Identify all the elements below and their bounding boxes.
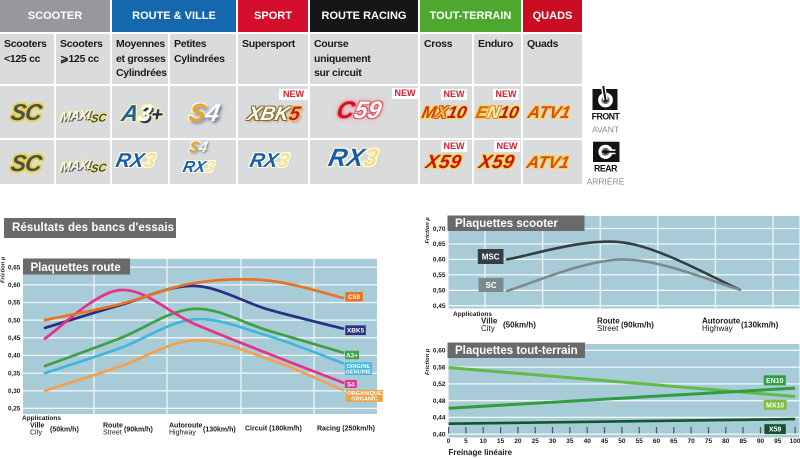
svg-text:Freinage linéaire: Freinage linéaire [449,448,513,457]
svg-text:0: 0 [447,438,451,445]
svg-text:Plaquettes scooter: Plaquettes scooter [455,218,558,230]
svg-text:0,48: 0,48 [433,398,446,405]
svg-text:SC: SC [485,281,496,290]
svg-text:35: 35 [566,438,574,445]
svg-text:Friction µ: Friction µ [425,348,431,375]
svg-text:ARRIÈRE: ARRIÈRE [587,177,625,187]
svg-text:30: 30 [549,438,557,445]
svg-text:A3+: A3+ [346,352,358,359]
svg-text:Street: Street [103,430,122,437]
svg-text:(50km/h): (50km/h) [503,321,536,330]
svg-text:0,50: 0,50 [8,317,21,324]
svg-text:0,50: 0,50 [433,288,446,295]
svg-text:EN10: EN10 [766,378,784,385]
svg-text:95: 95 [774,438,782,445]
svg-text:Autoroute: Autoroute [169,423,203,430]
svg-text:Applications: Applications [22,415,61,422]
svg-text:100: 100 [790,438,800,445]
svg-text:0,52: 0,52 [433,381,446,388]
svg-text:REAR: REAR [594,164,618,174]
svg-text:15: 15 [497,438,505,445]
svg-text:Plaquettes route: Plaquettes route [31,262,121,274]
svg-text:City: City [481,324,495,333]
svg-text:0,60: 0,60 [433,348,446,355]
svg-text:60: 60 [653,438,661,445]
svg-text:GENUINE: GENUINE [346,370,372,376]
svg-text:0,56: 0,56 [433,365,446,372]
svg-text:0,60: 0,60 [8,282,21,289]
svg-text:Street: Street [597,324,619,333]
svg-text:S4: S4 [347,381,355,388]
svg-text:70: 70 [687,438,695,445]
svg-text:0,45: 0,45 [8,335,21,342]
svg-text:Circuit (180km/h): Circuit (180km/h) [245,426,302,433]
svg-text:0,45: 0,45 [433,303,446,310]
svg-text:0,44: 0,44 [433,415,446,422]
svg-text:XBK5: XBK5 [347,328,365,335]
svg-text:Ville: Ville [481,317,498,326]
svg-text:0,70: 0,70 [433,226,446,233]
svg-text:65: 65 [670,438,678,445]
svg-text:40: 40 [584,438,592,445]
svg-text:Route: Route [103,423,123,430]
svg-text:ORGANIC: ORGANIC [351,397,377,403]
svg-text:0,65: 0,65 [433,241,446,248]
svg-text:City: City [30,430,43,437]
svg-text:0,60: 0,60 [433,257,446,264]
svg-text:25: 25 [532,438,540,445]
svg-text:90: 90 [757,438,765,445]
svg-text:AVANT: AVANT [592,125,619,135]
svg-text:Highway: Highway [169,430,196,437]
svg-text:0,65: 0,65 [8,264,21,271]
svg-text:(130km/h): (130km/h) [741,321,779,330]
svg-text:Friction µ: Friction µ [425,217,431,244]
svg-text:0,40: 0,40 [8,353,21,360]
svg-text:ORIGINE: ORIGINE [346,364,370,370]
svg-text:5: 5 [464,438,468,445]
svg-text:20: 20 [514,438,522,445]
svg-text:0,55: 0,55 [8,300,21,307]
svg-text:Highway: Highway [702,324,733,333]
svg-text:X59: X59 [769,427,782,434]
svg-text:0,40: 0,40 [433,432,446,439]
svg-text:Friction µ: Friction µ [1,256,7,283]
svg-text:0,55: 0,55 [433,272,446,279]
svg-text:85: 85 [739,438,747,445]
svg-text:0,35: 0,35 [8,370,21,377]
svg-text:(130km/h): (130km/h) [203,427,236,434]
svg-text:55: 55 [636,438,644,445]
svg-text:50: 50 [618,438,626,445]
svg-text:10: 10 [480,438,488,445]
svg-text:ORGANIQUE: ORGANIQUE [347,391,382,397]
svg-text:MX10: MX10 [766,402,784,409]
svg-text:Autoroute: Autoroute [702,317,741,326]
svg-text:75: 75 [705,438,713,445]
svg-text:(90km/h): (90km/h) [621,321,654,330]
svg-text:C59: C59 [348,294,360,301]
svg-text:0,30: 0,30 [8,388,21,395]
svg-text:0,25: 0,25 [8,406,21,413]
svg-text:Applications: Applications [453,311,492,318]
svg-text:45: 45 [601,438,609,445]
svg-text:MSC: MSC [482,252,500,261]
svg-text:(90km/h): (90km/h) [124,427,153,434]
svg-text:80: 80 [722,438,730,445]
svg-text:Plaquettes tout-terrain: Plaquettes tout-terrain [455,345,578,357]
svg-text:Racing (250km/h): Racing (250km/h) [317,426,375,433]
svg-text:Route: Route [597,317,620,326]
svg-text:(50km/h): (50km/h) [50,427,79,434]
svg-text:Ville: Ville [30,423,44,430]
svg-text:FRONT: FRONT [592,112,621,122]
